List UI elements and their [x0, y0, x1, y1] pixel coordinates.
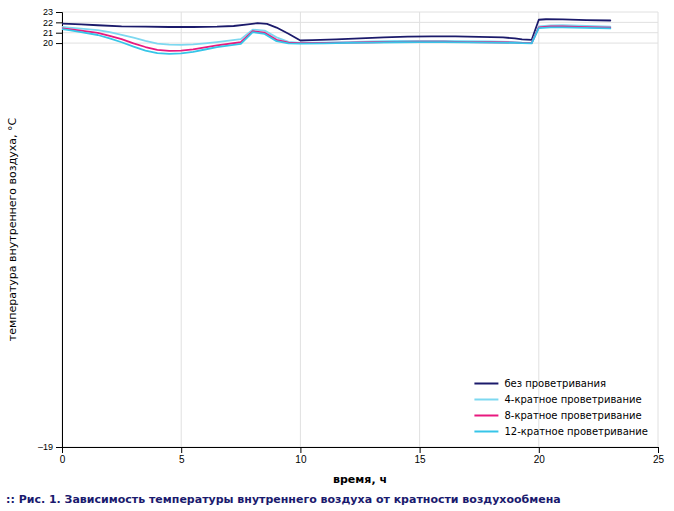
tick-mark: [658, 447, 659, 453]
tick-label: 21: [43, 28, 53, 38]
tick-mark: [56, 22, 62, 23]
x-axis-title: время, ч: [333, 473, 387, 486]
tick: 20: [43, 38, 62, 48]
chart: 0510152025–1920212223без проветривания4-…: [0, 0, 674, 511]
tick-mark: [539, 447, 540, 453]
tick-label: 20: [43, 38, 53, 48]
tick-label: 10: [295, 454, 307, 465]
series-line: [62, 19, 610, 40]
tick-label: 5: [179, 454, 185, 465]
lines: [62, 19, 610, 54]
tick: 20: [534, 447, 546, 465]
axis-line: [56, 13, 63, 448]
grid-line-x: [300, 12, 301, 447]
tick-label: 0: [60, 454, 66, 465]
y-axis: –19 20212223: [38, 7, 63, 452]
grid-line-x: [419, 12, 420, 447]
tick: 21: [43, 28, 62, 38]
legend-label: 8-кратное проветривание: [504, 410, 641, 421]
tick: 0: [60, 447, 66, 465]
tick-label: 20: [534, 454, 546, 465]
tick-label: 15: [415, 454, 427, 465]
grid-line-y: [62, 12, 658, 13]
axis-line: [63, 448, 659, 454]
tick-label: 25: [653, 454, 665, 465]
legend-item: без проветривания: [474, 378, 606, 389]
legend-label: 4-кратное проветривание: [504, 394, 641, 405]
tick: 10: [295, 447, 307, 465]
series-line: [62, 27, 610, 51]
tick-label: –19: [38, 442, 53, 452]
legend-swatch: [474, 399, 498, 401]
x-axis: 0 5 10 15 20 25: [60, 447, 665, 465]
tick-mark: [56, 447, 62, 448]
tick-mark: [56, 12, 62, 13]
tick-mark: [56, 33, 62, 34]
legend-label: 12-кратное проветривание: [504, 426, 648, 437]
grid-line-y: [62, 32, 658, 33]
tick: 15: [415, 447, 427, 465]
legend-swatch: [474, 431, 498, 433]
legend-label: без проветривания: [504, 378, 606, 389]
grid-line-x: [658, 12, 659, 447]
grid-line-x: [181, 12, 182, 447]
series-line: [62, 27, 610, 54]
tick: 23: [43, 7, 62, 17]
legend-item: 8-кратное проветривание: [474, 410, 641, 421]
tick: 22: [43, 18, 62, 28]
legend-swatch: [474, 383, 498, 385]
plot: 0510152025–1920212223без проветривания4-…: [38, 7, 665, 465]
tick-mark: [56, 43, 62, 44]
tick-label: 22: [43, 18, 53, 28]
tick-mark: [420, 447, 421, 453]
legend-swatch: [474, 415, 498, 417]
tick-mark: [181, 447, 182, 453]
legend-item: 12-кратное проветривание: [474, 426, 648, 437]
tick: 25: [653, 447, 665, 465]
tick-label: 23: [43, 7, 53, 17]
grid-line-y: [62, 22, 658, 23]
legend-item: 4-кратное проветривание: [474, 394, 641, 405]
tick: –19: [38, 442, 62, 452]
tick: 5: [179, 447, 185, 465]
tick-mark: [300, 447, 301, 453]
legend: без проветривания 4-кратное проветривание…: [474, 378, 648, 437]
y-axis-title: температура внутреннего воздуха, °С: [6, 117, 19, 341]
title: :: Рис. 1. Зависимость температуры внутр…: [6, 493, 561, 506]
grid: [62, 12, 658, 447]
